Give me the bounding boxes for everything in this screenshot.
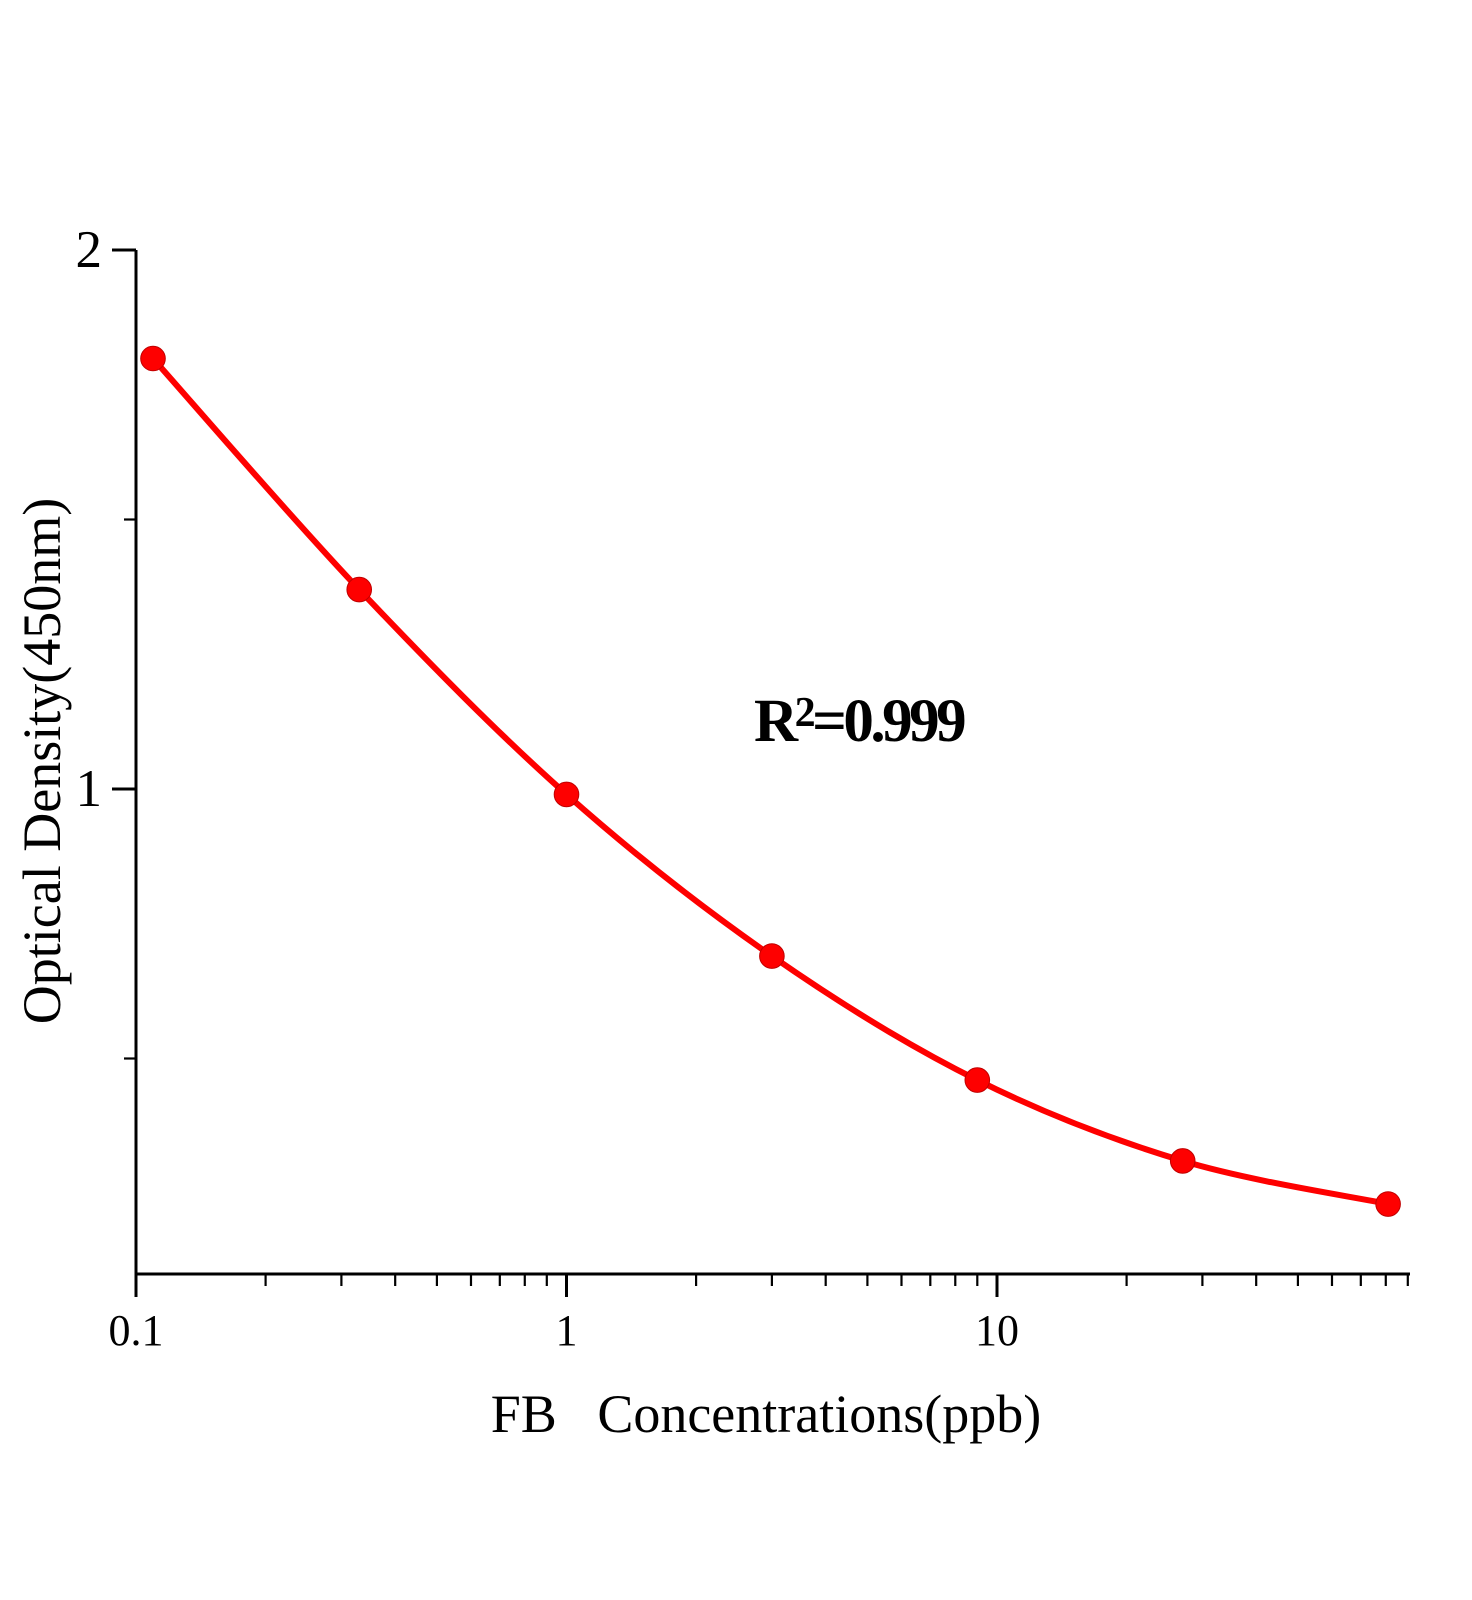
svg-text:2: 2 [76,221,103,279]
svg-text:FB Concentrations(ppb): FB Concentrations(ppb) [491,1384,1041,1444]
svg-text:R2=0.999: R2=0.999 [754,688,965,755]
svg-text:10: 10 [975,1306,1019,1355]
svg-text:1: 1 [556,1306,578,1355]
svg-text:0.1: 0.1 [109,1306,164,1355]
svg-text:1: 1 [76,760,103,818]
svg-text:Optical Density(450nm): Optical Density(450nm) [12,498,72,1024]
